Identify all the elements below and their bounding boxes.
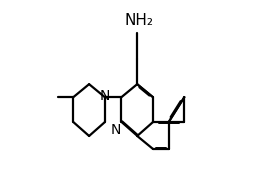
Text: NH₂: NH₂ <box>124 13 154 28</box>
Text: N: N <box>110 123 120 137</box>
Text: N: N <box>100 89 110 103</box>
